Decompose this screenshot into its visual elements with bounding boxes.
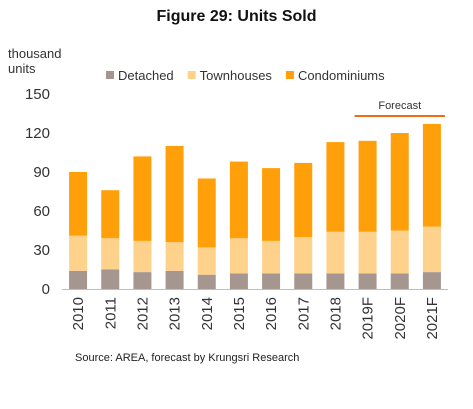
legend-swatch-detached (106, 71, 114, 79)
bar-townhouses (165, 242, 184, 271)
bar-condominiums (229, 161, 248, 239)
bar-detached (165, 270, 184, 289)
bar-townhouses (69, 235, 88, 271)
bar-detached (229, 273, 248, 289)
x-tick-label: 2014 (199, 297, 216, 330)
x-tick-label: 2010 (70, 297, 87, 330)
y-axis-unit: thousand units (8, 46, 62, 76)
bar-detached (101, 269, 120, 289)
bar-townhouses (358, 231, 377, 274)
bar-detached (422, 272, 441, 289)
bar-condominiums (197, 178, 216, 248)
bar-townhouses (101, 238, 120, 270)
chart-title: Figure 29: Units Sold (156, 8, 317, 25)
x-tick-label: 2013 (167, 297, 184, 330)
bar-townhouses (133, 240, 152, 273)
y-tick-label: 60 (33, 203, 50, 220)
bar-detached (358, 273, 377, 289)
bar-detached (390, 273, 409, 289)
x-tick-label: 2011 (102, 297, 119, 329)
x-tick-label: 2018 (327, 297, 344, 330)
bar-detached (133, 272, 152, 289)
bar-detached (197, 274, 216, 289)
bar-condominiums (326, 142, 345, 232)
bar-detached (294, 273, 313, 289)
bar-townhouses (294, 237, 313, 274)
x-tick-label: 2017 (295, 297, 312, 330)
bar-condominiums (69, 172, 88, 236)
bar-condominiums (390, 133, 409, 231)
bar-detached (262, 273, 281, 289)
source-note: Source: AREA, forecast by Krungsri Resea… (75, 352, 300, 364)
bar-condominiums (101, 190, 120, 239)
legend-swatch-townhouses (187, 71, 196, 79)
y-tick-label: 30 (33, 242, 50, 259)
legend-label-townhouses: Townhouses (200, 68, 273, 83)
bar-townhouses (326, 231, 345, 274)
bar-townhouses (390, 230, 409, 274)
bar-detached (326, 273, 345, 289)
bar-condominiums (165, 146, 184, 243)
bar-condominiums (358, 140, 377, 232)
x-tick-label: 2020F (392, 297, 409, 340)
x-tick-label: 2015 (231, 297, 248, 330)
bar-townhouses (422, 226, 441, 273)
legend-swatch-condominiums (285, 71, 294, 79)
bar-condominiums (262, 168, 281, 241)
bar-condominiums (294, 162, 313, 237)
bar-townhouses (197, 247, 216, 275)
bar-condominiums (133, 156, 152, 241)
x-tick-label: 2012 (134, 297, 151, 330)
y-tick-label: 150 (25, 86, 50, 103)
y-axis-unit-line-1: thousand (8, 46, 62, 61)
legend-label-detached: Detached (118, 68, 174, 83)
y-tick-label: 120 (25, 125, 50, 142)
bar-townhouses (262, 240, 281, 274)
bar-condominiums (422, 123, 441, 227)
bar-detached (69, 270, 88, 289)
x-tick-label: 2016 (263, 297, 280, 330)
bar-townhouses (229, 238, 248, 274)
x-tick-label: 2021F (424, 297, 441, 340)
forecast-label: Forecast (378, 100, 421, 112)
y-tick-label: 90 (33, 164, 50, 181)
y-axis-unit-line-2: units (8, 61, 36, 76)
y-tick-label: 0 (42, 281, 50, 298)
legend-label-condominiums: Condominiums (298, 68, 385, 83)
x-tick-label: 2019F (360, 297, 377, 340)
